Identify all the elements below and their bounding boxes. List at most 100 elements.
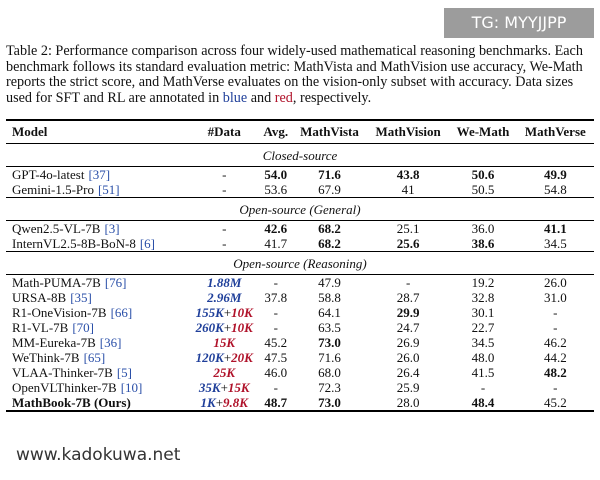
model-cell: OpenVLThinker-7B [10]: [6, 380, 189, 395]
table-row: MM-Eureka-7B [36] 15K 45.2 73.0 26.9 34.5 46.2: [6, 335, 594, 350]
score-cell: -: [553, 380, 558, 395]
caption-text: Table 2: Performance comparison across f…: [6, 43, 583, 106]
citation: [36]: [99, 335, 122, 350]
data-size: +: [223, 305, 232, 320]
caption-text: and: [247, 89, 275, 106]
data-size: +: [223, 320, 232, 335]
score-cell: 26.0: [396, 350, 420, 365]
data-size: 25K: [213, 365, 236, 380]
model-name: WeThink-7B: [12, 350, 80, 365]
model-name: Qwen2.5-VL-7B: [12, 221, 101, 236]
score-cell: 25.6: [396, 236, 420, 251]
score-cell: 31.0: [543, 290, 567, 305]
data-cell: 2.96M: [189, 290, 259, 305]
score-cell: 28.7: [396, 290, 420, 305]
score-cell: 72.3: [318, 380, 341, 395]
score-cell: 19.2: [471, 275, 495, 290]
score-cell: 32.8: [471, 290, 495, 305]
section-title: Closed-source: [6, 143, 594, 167]
model-cell: URSA-8B [35]: [6, 290, 189, 305]
score-cell: -: [553, 305, 558, 320]
header-row: Model #Data Avg. MathVista MathVision We-Math…: [6, 120, 594, 144]
citation: [65]: [83, 350, 106, 365]
score-cell: -: [273, 305, 278, 320]
score-cell: 73.0: [318, 395, 341, 410]
citation: [3]: [104, 221, 120, 236]
section-title: Open-source (Reasoning): [6, 251, 594, 275]
score-cell: 30.1: [471, 305, 495, 320]
score-cell: 41: [401, 182, 415, 197]
score-cell: 73.0: [318, 335, 341, 350]
data-size: +: [223, 350, 232, 365]
score-cell: 28.0: [396, 395, 420, 410]
citation: [10]: [120, 380, 143, 395]
data-cell: 1K+9.8K: [189, 395, 259, 411]
score-cell: 34.5: [543, 236, 567, 251]
column-header: MathVerse: [516, 120, 594, 144]
score-cell: 45.2: [543, 395, 567, 410]
model-cell: WeThink-7B [65]: [6, 350, 189, 365]
table-row: Gemini-1.5-Pro [51] - 53.6 67.9 41 50.5 54.8: [6, 182, 594, 198]
column-header: We-Math: [449, 120, 517, 144]
score-cell: 22.7: [471, 320, 495, 335]
data-size: -: [222, 236, 227, 251]
model-name: VLAA-Thinker-7B: [12, 365, 113, 380]
model-name: MM-Eureka-7B: [12, 335, 96, 350]
data-cell: 15K: [189, 335, 259, 350]
data-size: 1K: [200, 395, 216, 410]
score-cell: 29.9: [396, 305, 420, 320]
data-cell: 25K: [189, 365, 259, 380]
score-cell: 71.6: [318, 350, 341, 365]
data-size: 35K: [198, 380, 221, 395]
caption-blue: blue: [222, 89, 248, 106]
model-name: R1-OneVision-7B: [12, 305, 107, 320]
data-size: 260K: [195, 320, 224, 335]
score-cell: 54.0: [264, 167, 288, 182]
data-cell: -: [189, 236, 259, 252]
data-size: +: [220, 380, 228, 395]
section-row: Closed-source: [6, 143, 594, 167]
data-cell: 1.88M: [189, 275, 259, 290]
data-size: 120K: [195, 350, 224, 365]
score-cell: 37.8: [264, 290, 288, 305]
score-cell: 47.9: [318, 275, 341, 290]
model-name: MathBook-7B (Ours): [12, 395, 131, 410]
data-size: 10K: [231, 320, 253, 335]
model-cell: InternVL2.5-8B-BoN-8 [6]: [6, 236, 189, 252]
data-size: 1.88M: [207, 275, 242, 290]
score-cell: 53.6: [264, 182, 288, 197]
score-cell: 48.4: [471, 395, 495, 410]
data-size: -: [222, 221, 227, 236]
table-row: Math-PUMA-7B [76] 1.88M - 47.9 - 19.2 26.0: [6, 275, 594, 290]
data-size: -: [222, 167, 227, 182]
section-row: Open-source (Reasoning): [6, 251, 594, 275]
score-cell: 25.9: [396, 380, 420, 395]
score-cell: 63.5: [318, 320, 341, 335]
table-row: VLAA-Thinker-7B [5] 25K 46.0 68.0 26.4 41.5 48.…: [6, 365, 594, 380]
score-cell: 26.4: [396, 365, 420, 380]
citation: [51]: [97, 182, 120, 197]
score-cell: 26.0: [543, 275, 567, 290]
data-size: 2.96M: [207, 290, 242, 305]
table-row: WeThink-7B [65] 120K+20K 47.5 71.6 26.0 48.0 44…: [6, 350, 594, 365]
score-cell: 47.5: [264, 350, 288, 365]
table-caption: Table 2: Performance comparison across f…: [6, 43, 594, 106]
column-header: Avg.: [259, 120, 293, 144]
score-cell: 48.7: [264, 395, 288, 410]
score-cell: 41.1: [543, 221, 567, 236]
data-size: -: [222, 182, 227, 197]
score-cell: 46.2: [543, 335, 567, 350]
table-row: R1-VL-7B [70] 260K+10K -63.5 24.7 22.7-: [6, 320, 594, 335]
score-cell: 41.7: [264, 236, 288, 251]
score-cell: 71.6: [318, 167, 341, 182]
data-size: 155K: [195, 305, 224, 320]
score-cell: 26.9: [396, 335, 420, 350]
data-cell: -: [189, 167, 259, 182]
score-cell: 48.0: [471, 350, 495, 365]
citation: [5]: [116, 365, 132, 380]
score-cell: 36.0: [471, 221, 495, 236]
score-cell: 68.0: [318, 365, 341, 380]
column-header: MathVision: [366, 120, 450, 144]
citation: [70]: [72, 320, 95, 335]
